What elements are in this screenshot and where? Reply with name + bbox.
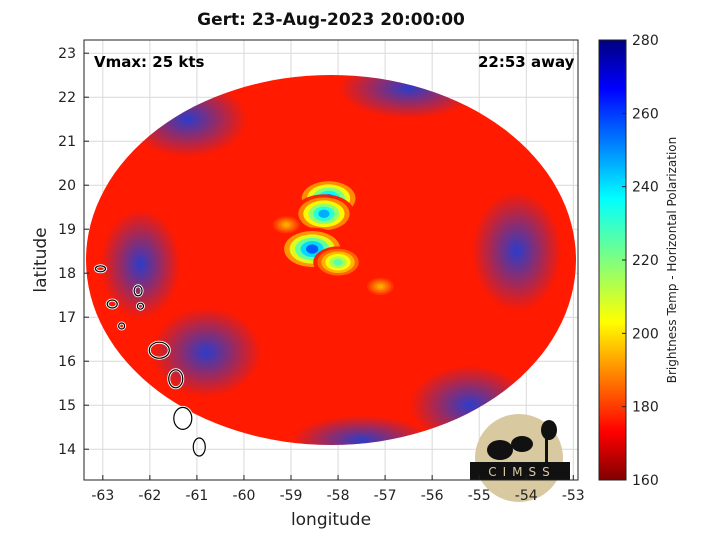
x-tick-label: -55	[468, 488, 491, 504]
vmax-annotation: Vmax: 25 kts	[94, 53, 205, 71]
swath-texture	[338, 75, 479, 119]
island-outline-inner	[168, 369, 184, 389]
y-tick-label: 20	[58, 178, 76, 194]
x-axis-label: longitude	[290, 510, 372, 530]
y-tick-label: 23	[58, 46, 76, 62]
y-tick-label: 17	[58, 310, 76, 326]
logo-tower	[545, 430, 548, 462]
island-coastlines	[93, 264, 207, 458]
island-outline-inner	[106, 299, 118, 309]
convective-core	[270, 214, 303, 235]
x-tick-label: -62	[138, 488, 161, 504]
colorbar	[598, 39, 627, 481]
x-tick-label: -59	[280, 488, 303, 504]
y-tick-label: 15	[58, 398, 76, 414]
swath-texture	[151, 307, 262, 398]
island-outline-inner	[133, 285, 143, 297]
y-tick-label: 19	[58, 222, 76, 238]
x-tick-label: -53	[562, 488, 585, 504]
swath-texture	[471, 191, 562, 312]
island-outline-inner	[192, 437, 206, 457]
y-tick-label: 18	[58, 266, 76, 282]
x-tick-label: -54	[515, 488, 538, 504]
swath-texture	[100, 209, 181, 320]
y-tick-label: 21	[58, 134, 76, 150]
colorbar-ticks: 160 180 200 220 240 260 280	[622, 33, 659, 489]
colorbar-tick-label: 220	[632, 253, 659, 269]
x-tick-label: -58	[327, 488, 350, 504]
logo-text: CIMSS	[488, 465, 556, 479]
colorbar-label: Brightness Temp - Horizontal Polarizatio…	[665, 136, 679, 384]
map-title: Gert: 23-Aug-2023 20:00:00	[197, 10, 465, 30]
island-outline-inner	[94, 265, 107, 273]
colorbar-tick-label: 260	[632, 106, 659, 122]
colorbar-tick-label: 200	[632, 326, 659, 342]
x-tick-label: -61	[185, 488, 208, 504]
island-outline-inner	[118, 322, 126, 330]
x-tick-label: -57	[374, 488, 397, 504]
time-away-annotation: 22:53 away	[478, 53, 575, 71]
convective-core	[364, 276, 397, 297]
colorbar-tick-label: 160	[632, 473, 659, 489]
x-tick-label: -60	[233, 488, 256, 504]
swath-texture	[291, 415, 432, 445]
convective-core	[313, 246, 363, 278]
x-tick-label: -56	[421, 488, 444, 504]
colorbar-tick-label: 280	[632, 33, 659, 49]
x-axis-ticks: -63 -62 -61 -60 -59 -58 -57 -56 -55 -54 -53	[91, 475, 585, 504]
convective-core	[293, 194, 355, 234]
colorbar-tick-label: 180	[632, 400, 659, 416]
y-axis-ticks: 14 15 16 17 18 19 20 21 22 23	[58, 46, 89, 458]
logo-dish	[487, 440, 513, 460]
logo-dish	[511, 436, 533, 452]
logo-band	[470, 462, 570, 480]
island-outline-inner	[173, 406, 193, 430]
x-tick-label: -63	[91, 488, 114, 504]
colorbar-tick-label: 240	[632, 180, 659, 196]
island-outline-inner	[148, 341, 170, 359]
brightness-temp-swath	[86, 75, 576, 445]
y-tick-label: 16	[58, 354, 76, 370]
y-tick-label: 22	[58, 90, 76, 106]
logo-tank	[541, 420, 557, 440]
island-outline-inner	[136, 302, 145, 310]
y-axis-label: latitude	[31, 227, 51, 293]
y-tick-label: 14	[58, 442, 76, 458]
